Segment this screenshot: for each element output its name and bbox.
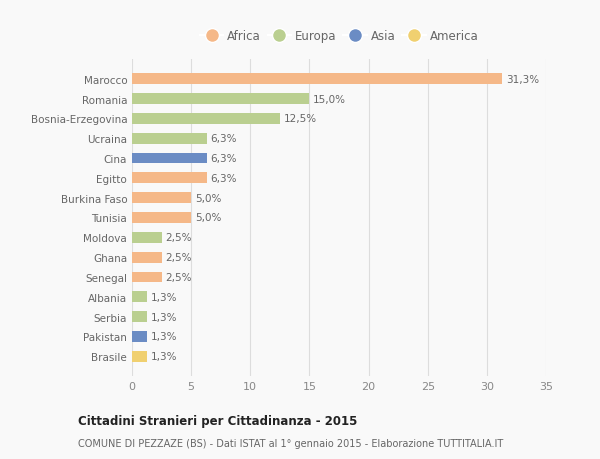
Bar bbox=[132, 94, 310, 105]
Bar bbox=[132, 213, 191, 224]
Text: 6,3%: 6,3% bbox=[210, 154, 236, 164]
Bar bbox=[132, 272, 161, 283]
Bar bbox=[132, 292, 148, 302]
Bar bbox=[132, 114, 280, 124]
Bar bbox=[132, 351, 148, 362]
Text: 2,5%: 2,5% bbox=[165, 252, 191, 263]
Bar bbox=[132, 232, 161, 243]
Text: 2,5%: 2,5% bbox=[165, 272, 191, 282]
Text: 1,3%: 1,3% bbox=[151, 312, 178, 322]
Text: 2,5%: 2,5% bbox=[165, 233, 191, 243]
Text: 5,0%: 5,0% bbox=[194, 213, 221, 223]
Legend: Africa, Europa, Asia, America: Africa, Europa, Asia, America bbox=[197, 28, 481, 45]
Text: 6,3%: 6,3% bbox=[210, 174, 236, 184]
Bar bbox=[132, 74, 502, 85]
Text: COMUNE DI PEZZAZE (BS) - Dati ISTAT al 1° gennaio 2015 - Elaborazione TUTTITALIA: COMUNE DI PEZZAZE (BS) - Dati ISTAT al 1… bbox=[78, 438, 503, 448]
Bar bbox=[132, 331, 148, 342]
Bar bbox=[132, 173, 206, 184]
Text: Cittadini Stranieri per Cittadinanza - 2015: Cittadini Stranieri per Cittadinanza - 2… bbox=[78, 414, 358, 428]
Text: 6,3%: 6,3% bbox=[210, 134, 236, 144]
Text: 1,3%: 1,3% bbox=[151, 332, 178, 342]
Bar bbox=[132, 134, 206, 144]
Text: 12,5%: 12,5% bbox=[283, 114, 317, 124]
Bar bbox=[132, 252, 161, 263]
Text: 5,0%: 5,0% bbox=[194, 193, 221, 203]
Text: 1,3%: 1,3% bbox=[151, 352, 178, 362]
Text: 31,3%: 31,3% bbox=[506, 74, 539, 84]
Bar bbox=[132, 312, 148, 322]
Text: 15,0%: 15,0% bbox=[313, 94, 346, 104]
Text: 1,3%: 1,3% bbox=[151, 292, 178, 302]
Bar bbox=[132, 153, 206, 164]
Bar bbox=[132, 193, 191, 204]
